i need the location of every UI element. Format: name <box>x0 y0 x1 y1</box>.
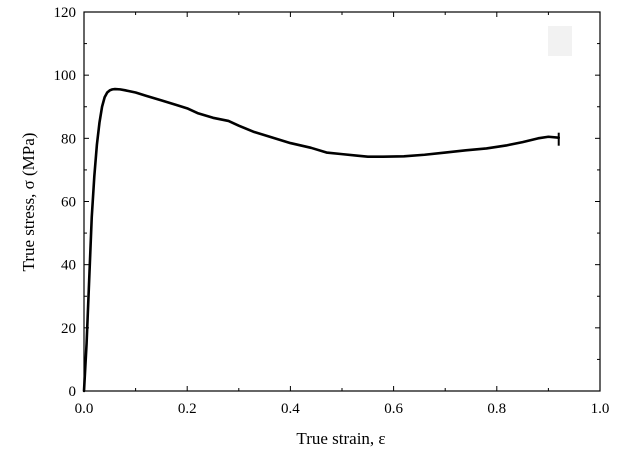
y-tick-label: 40 <box>61 258 76 274</box>
y-tick-label: 60 <box>61 195 76 211</box>
x-tick-label: 0.2 <box>178 401 197 417</box>
y-tick-label: 0 <box>69 384 77 400</box>
x-tick-label: 0.6 <box>384 401 403 417</box>
y-tick-label: 20 <box>61 321 76 337</box>
x-axis-title: True strain, ε <box>296 429 385 448</box>
plot-frame <box>83 11 601 392</box>
legend-box <box>548 26 572 56</box>
x-tick-label: 0.4 <box>281 401 300 417</box>
x-tick-label: 1.0 <box>591 401 610 417</box>
y-tick-label: 120 <box>54 5 77 21</box>
y-tick-label: 80 <box>61 131 76 147</box>
y-axis-title: True stress, σ (MPa) <box>19 133 38 272</box>
x-tick-label: 0.8 <box>487 401 506 417</box>
y-tick-label: 100 <box>54 68 77 84</box>
x-tick-label: 0.0 <box>75 401 94 417</box>
stress-strain-curve <box>82 87 561 393</box>
